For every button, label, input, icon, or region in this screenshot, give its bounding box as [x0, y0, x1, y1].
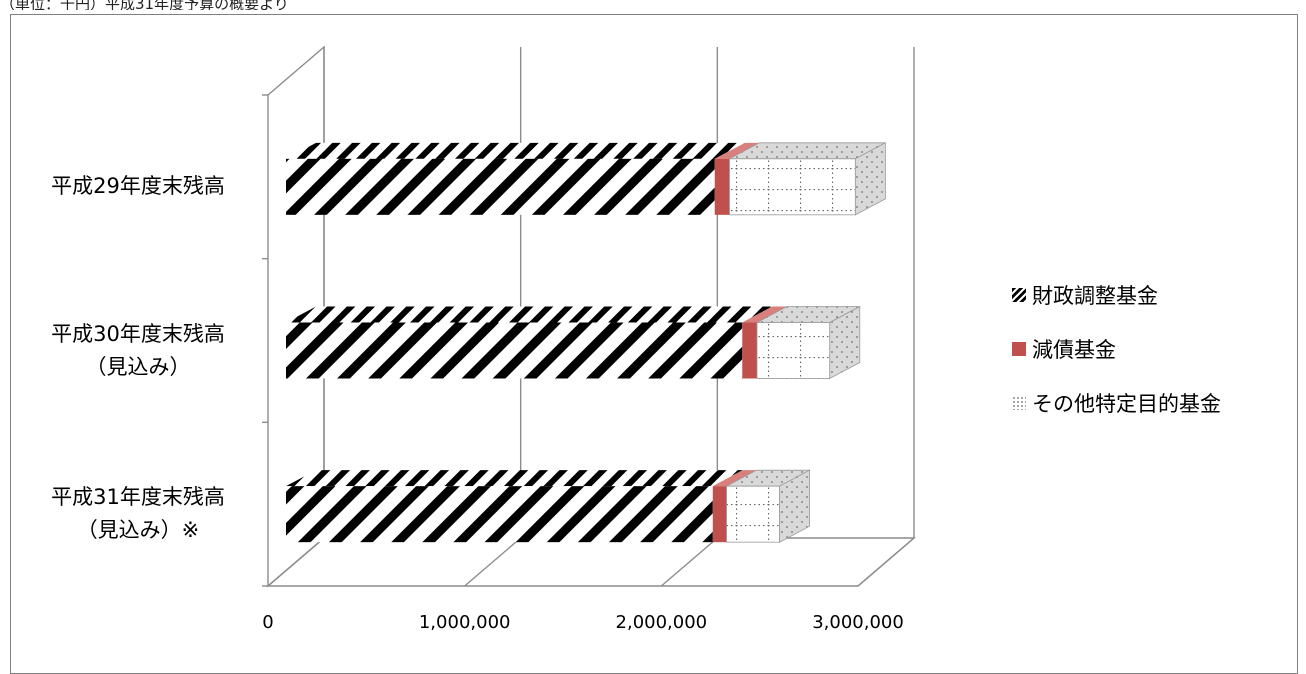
other-specific-purpose-fund-bar-side [854, 142, 886, 216]
debt-reduction-fund-bar [714, 158, 730, 215]
fiscal-adjustment-fund-bar [286, 486, 713, 543]
floor-gridline [464, 537, 522, 587]
fiscal-adjustment-fund-bar [286, 322, 743, 379]
x-tick-label: 2,000,000 [616, 612, 708, 633]
legend-item: その他特定目的基金 [1012, 376, 1221, 430]
fiscal-adjustment-fund-bar-top [286, 470, 743, 487]
category-label-line: 平成31年度末残高 [51, 485, 225, 510]
legend-swatch [1012, 288, 1026, 302]
other-specific-purpose-fund-bar [726, 485, 781, 543]
x-tick-label: 0 [262, 612, 273, 633]
debt-reduction-fund-bar-top [742, 306, 788, 323]
debt-reduction-fund-bar [742, 322, 758, 379]
floor-gridline [660, 537, 718, 587]
legend-swatch [1012, 342, 1026, 356]
fiscal-adjustment-fund-bar [286, 158, 715, 215]
legend-label: その他特定目的基金 [1032, 392, 1221, 416]
category-label: 平成29年度末残高 [18, 170, 258, 203]
legend-swatch [1012, 396, 1026, 410]
floor-gridline [267, 537, 325, 587]
header-fragment: （単位：千円）平成31年度予算の概要より [0, 0, 289, 10]
debt-reduction-fund-bar-top [714, 142, 760, 159]
legend-item: 減債基金 [1012, 322, 1221, 376]
debt-reduction-fund-bar [712, 486, 727, 543]
other-specific-purpose-fund-bar [729, 158, 856, 216]
x-tick-label: 1,000,000 [419, 612, 511, 633]
debt-reduction-fund-bar-top [712, 470, 757, 487]
other-specific-purpose-fund-bar [756, 322, 831, 379]
legend-item: 財政調整基金 [1012, 268, 1221, 322]
fiscal-adjustment-fund-bar-top [286, 306, 773, 323]
category-label-line: （見込み） [85, 354, 191, 379]
legend-label: 減債基金 [1032, 338, 1116, 362]
category-label-line: 平成30年度末残高 [51, 321, 225, 346]
floor-gridline [857, 537, 915, 587]
fiscal-adjustment-fund-bar-top [286, 142, 745, 159]
category-label: 平成30年度末残高 （見込み） [18, 318, 258, 384]
category-label: 平成31年度末残高 （見込み）※ [18, 481, 258, 547]
other-specific-purpose-fund-bar-side [829, 305, 861, 380]
category-label-line: 平成29年度末残高 [51, 174, 225, 199]
legend-label: 財政調整基金 [1032, 284, 1158, 308]
legend: 財政調整基金 減債基金その他特定目的基金 [1012, 268, 1221, 430]
category-label-line: （見込み）※ [76, 518, 200, 543]
other-specific-purpose-fund-bar-side [779, 469, 811, 543]
bar-chart: 0 1,000,000 2,000,000 3,000,000 [262, 45, 916, 633]
floor [266, 537, 916, 587]
x-tick-label: 3,000,000 [812, 612, 904, 633]
